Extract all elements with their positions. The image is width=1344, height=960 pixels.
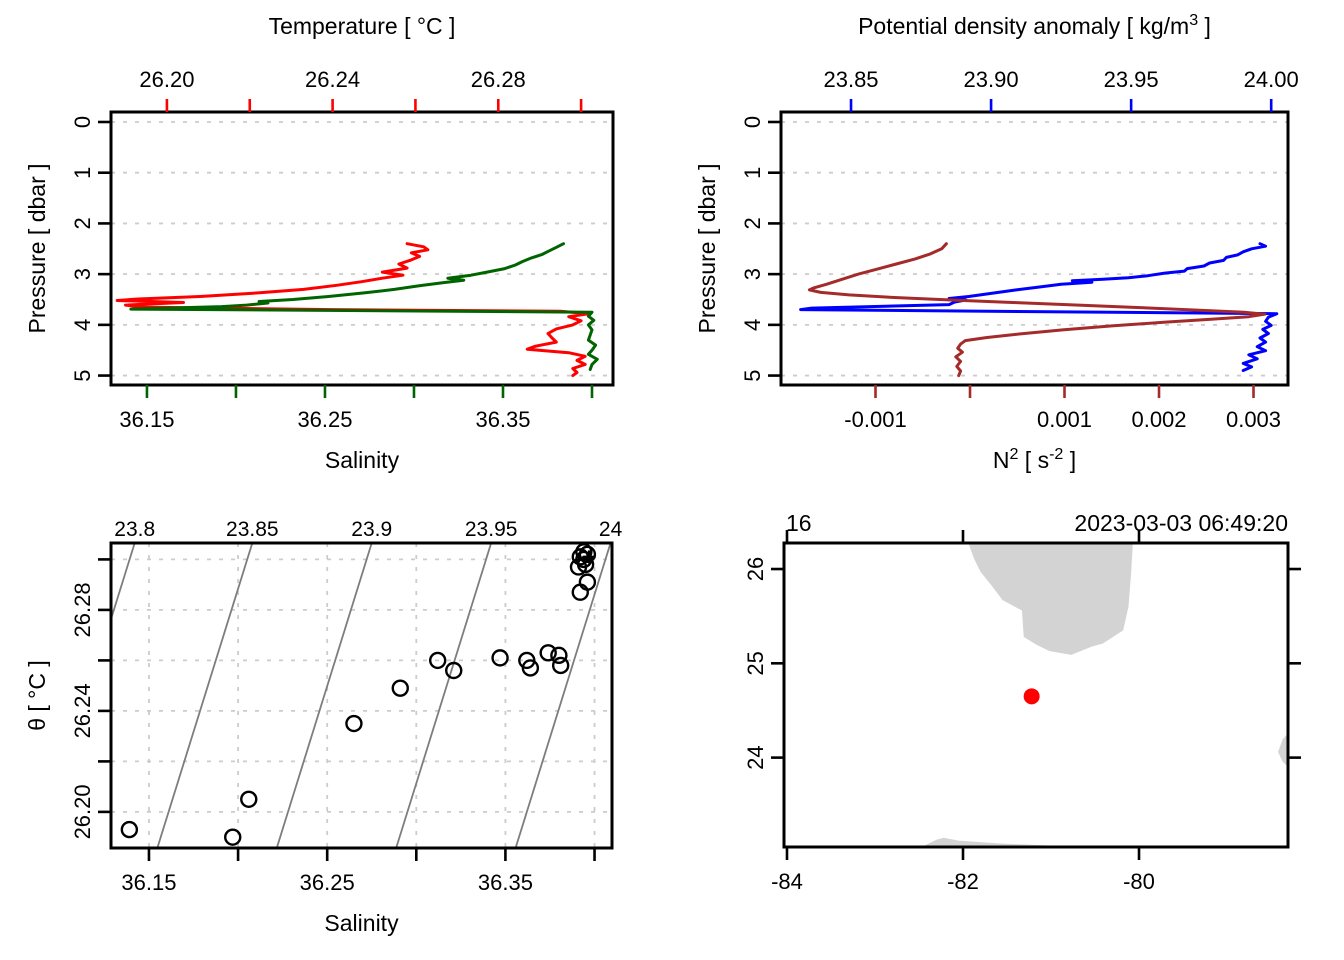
svg-text:36.35: 36.35 — [475, 407, 530, 432]
svg-text:36.25: 36.25 — [300, 870, 355, 895]
svg-text:-82: -82 — [947, 869, 979, 894]
svg-text:23.85: 23.85 — [823, 67, 878, 92]
svg-text:25: 25 — [743, 651, 768, 675]
svg-text:1: 1 — [740, 167, 765, 179]
station-location — [1023, 688, 1040, 705]
svg-text:4: 4 — [740, 319, 765, 331]
svg-text:26.20: 26.20 — [70, 784, 95, 839]
coastline-cuba — [921, 837, 1090, 847]
buoyancy-frequency-squared-curve — [807, 242, 1267, 378]
svg-text:3: 3 — [70, 268, 95, 280]
svg-text:θ [ °C ]: θ [ °C ] — [24, 660, 50, 731]
svg-text:36.35: 36.35 — [478, 870, 533, 895]
svg-text:Salinity: Salinity — [324, 910, 399, 936]
coastline-bahamas — [1278, 733, 1288, 768]
svg-text:5: 5 — [70, 369, 95, 381]
svg-text:N2 [ s-2 ]: N2 [ s-2 ] — [993, 445, 1076, 473]
svg-text:36.15: 36.15 — [121, 870, 176, 895]
svg-text:2: 2 — [70, 217, 95, 229]
svg-text:26.24: 26.24 — [305, 67, 360, 92]
coastline-florida — [968, 543, 1133, 655]
svg-text:2: 2 — [740, 217, 765, 229]
panel-temperature-salinity-profile: 26.20 26.24 26.28 Temperature [ °C ] 36.15 36… — [24, 13, 615, 473]
svg-text:-0.001: -0.001 — [844, 407, 906, 432]
svg-text:24: 24 — [599, 518, 623, 541]
svg-text:Pressure [ dbar ]: Pressure [ dbar ] — [694, 163, 720, 333]
salinity-curve — [129, 242, 599, 371]
panel-ts-diagram: 23.8 23.85 23.9 23.95 24 36.15 36.25 36.35 Salin… — [24, 518, 623, 936]
svg-text:0.002: 0.002 — [1131, 407, 1186, 432]
svg-text:36.15: 36.15 — [119, 407, 174, 432]
potential-density-anomaly-curve — [799, 242, 1279, 372]
panel-station-map: -84 -82 -80 26 25 24 16 2023-03-03 06:49:20 — [743, 510, 1301, 894]
svg-text:1: 1 — [70, 167, 95, 179]
svg-text:0: 0 — [70, 116, 95, 128]
station-number-label: 16 — [786, 510, 812, 536]
svg-text:4: 4 — [70, 319, 95, 331]
svg-text:23.95: 23.95 — [1104, 67, 1159, 92]
svg-text:26.28: 26.28 — [471, 67, 526, 92]
svg-text:26.24: 26.24 — [70, 683, 95, 738]
svg-text:24.00: 24.00 — [1244, 67, 1299, 92]
svg-text:Temperature [ °C ]: Temperature [ °C ] — [269, 13, 456, 39]
svg-text:3: 3 — [740, 268, 765, 280]
svg-text:23.8: 23.8 — [114, 518, 155, 541]
svg-text:-80: -80 — [1123, 869, 1155, 894]
svg-text:5: 5 — [740, 369, 765, 381]
svg-text:26.28: 26.28 — [70, 582, 95, 637]
temperature-curve — [115, 242, 591, 378]
svg-text:23.85: 23.85 — [226, 518, 279, 541]
svg-text:Potential density anomaly [ kg: Potential density anomaly [ kg/m3 ] — [858, 11, 1211, 39]
svg-text:23.95: 23.95 — [465, 518, 518, 541]
svg-text:-84: -84 — [771, 869, 803, 894]
panel-density-n2-profile: 23.85 23.90 23.95 24.00 Potential density an… — [694, 11, 1299, 473]
svg-text:0: 0 — [740, 116, 765, 128]
svg-text:Salinity: Salinity — [325, 447, 400, 473]
svg-text:36.25: 36.25 — [297, 407, 352, 432]
svg-text:26.20: 26.20 — [139, 67, 194, 92]
svg-text:0.003: 0.003 — [1226, 407, 1281, 432]
datetime-label: 2023-03-03 06:49:20 — [1074, 510, 1288, 536]
svg-text:24: 24 — [743, 745, 768, 769]
svg-text:26: 26 — [743, 557, 768, 581]
svg-text:Pressure [ dbar ]: Pressure [ dbar ] — [24, 163, 50, 333]
svg-text:23.9: 23.9 — [351, 518, 392, 541]
svg-text:0.001: 0.001 — [1037, 407, 1092, 432]
svg-text:23.90: 23.90 — [964, 67, 1019, 92]
